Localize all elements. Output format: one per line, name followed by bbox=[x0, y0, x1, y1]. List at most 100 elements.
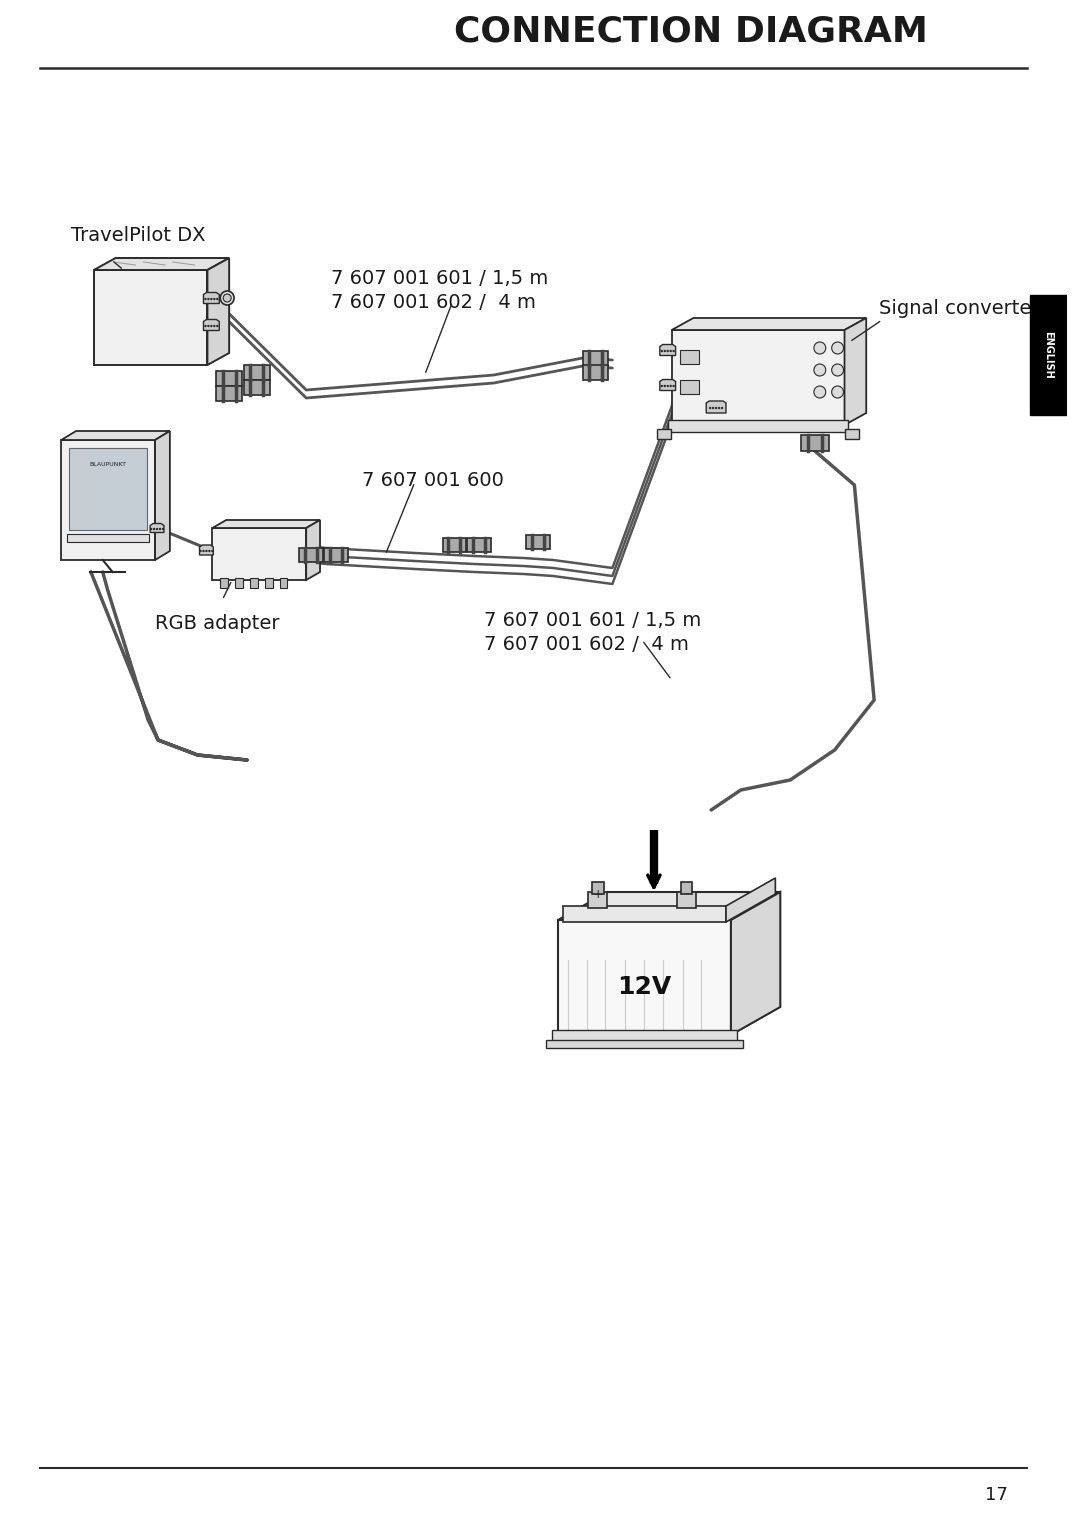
Circle shape bbox=[666, 349, 669, 352]
Polygon shape bbox=[213, 520, 320, 528]
Circle shape bbox=[212, 551, 214, 552]
Bar bbox=[235, 578, 243, 589]
Bar bbox=[672, 329, 845, 425]
Circle shape bbox=[663, 384, 666, 387]
Text: -: - bbox=[685, 888, 689, 900]
Text: 7 607 001 601 / 1,5 m: 7 607 001 601 / 1,5 m bbox=[484, 610, 701, 630]
Circle shape bbox=[666, 384, 669, 387]
Bar bbox=[552, 1029, 737, 1042]
Polygon shape bbox=[244, 364, 270, 380]
Circle shape bbox=[814, 386, 826, 398]
Bar bbox=[213, 528, 307, 580]
Text: RGB adapter: RGB adapter bbox=[156, 615, 280, 633]
Circle shape bbox=[162, 528, 164, 531]
Bar bbox=[1030, 294, 1067, 415]
Polygon shape bbox=[526, 535, 550, 549]
Text: BLAUPUNKT: BLAUPUNKT bbox=[90, 462, 126, 468]
Text: 7 607 001 601 / 1,5 m: 7 607 001 601 / 1,5 m bbox=[330, 268, 549, 288]
Polygon shape bbox=[203, 320, 219, 331]
Circle shape bbox=[720, 407, 724, 409]
Circle shape bbox=[216, 297, 218, 300]
Bar bbox=[62, 441, 156, 560]
Polygon shape bbox=[94, 258, 229, 270]
Text: TravelPilot DX: TravelPilot DX bbox=[71, 226, 205, 246]
Polygon shape bbox=[801, 435, 828, 451]
Bar bbox=[69, 448, 147, 531]
Bar bbox=[676, 892, 697, 907]
Bar bbox=[67, 534, 149, 541]
Circle shape bbox=[159, 528, 161, 531]
Polygon shape bbox=[150, 523, 164, 532]
Circle shape bbox=[200, 551, 202, 552]
Polygon shape bbox=[156, 432, 170, 560]
Bar bbox=[679, 380, 700, 393]
Text: 7 607 001 600: 7 607 001 600 bbox=[363, 471, 504, 490]
Circle shape bbox=[670, 349, 672, 352]
Circle shape bbox=[712, 407, 714, 409]
Bar bbox=[558, 920, 731, 1035]
Circle shape bbox=[814, 342, 826, 354]
Circle shape bbox=[211, 297, 213, 300]
Circle shape bbox=[670, 384, 672, 387]
Polygon shape bbox=[726, 878, 775, 923]
Text: CONNECTION DIAGRAM: CONNECTION DIAGRAM bbox=[455, 15, 929, 49]
Polygon shape bbox=[324, 547, 348, 563]
Circle shape bbox=[208, 551, 211, 552]
Circle shape bbox=[832, 364, 843, 377]
Polygon shape bbox=[299, 547, 323, 563]
Bar bbox=[280, 578, 287, 589]
Circle shape bbox=[156, 528, 159, 531]
Bar bbox=[546, 1040, 743, 1048]
Circle shape bbox=[673, 349, 675, 352]
Bar bbox=[657, 429, 671, 439]
Circle shape bbox=[213, 297, 216, 300]
Bar bbox=[94, 270, 207, 364]
Circle shape bbox=[216, 325, 218, 328]
Text: 7 607 001 602 /  4 m: 7 607 001 602 / 4 m bbox=[330, 293, 536, 311]
Bar bbox=[592, 881, 604, 894]
Polygon shape bbox=[207, 258, 229, 364]
Polygon shape bbox=[845, 319, 866, 425]
Circle shape bbox=[663, 349, 666, 352]
Circle shape bbox=[211, 325, 213, 328]
Circle shape bbox=[150, 528, 152, 531]
Circle shape bbox=[832, 342, 843, 354]
Circle shape bbox=[204, 297, 206, 300]
Polygon shape bbox=[62, 432, 170, 441]
Bar bbox=[563, 906, 726, 923]
Polygon shape bbox=[244, 380, 270, 395]
Polygon shape bbox=[731, 892, 781, 1035]
Polygon shape bbox=[216, 371, 242, 386]
Polygon shape bbox=[672, 319, 866, 329]
Polygon shape bbox=[583, 351, 608, 366]
Circle shape bbox=[202, 551, 204, 552]
Polygon shape bbox=[443, 538, 467, 552]
Bar bbox=[846, 429, 860, 439]
Bar bbox=[588, 892, 607, 907]
Circle shape bbox=[718, 407, 720, 409]
Bar bbox=[220, 578, 228, 589]
Polygon shape bbox=[307, 520, 320, 580]
Circle shape bbox=[832, 386, 843, 398]
Circle shape bbox=[814, 364, 826, 377]
Polygon shape bbox=[216, 386, 242, 401]
Circle shape bbox=[204, 325, 206, 328]
Text: +: + bbox=[592, 888, 603, 900]
Polygon shape bbox=[706, 401, 726, 413]
Bar bbox=[265, 578, 272, 589]
Polygon shape bbox=[660, 345, 676, 355]
Polygon shape bbox=[558, 892, 781, 920]
Text: 17: 17 bbox=[985, 1485, 1008, 1504]
Circle shape bbox=[207, 325, 210, 328]
Circle shape bbox=[224, 294, 231, 302]
Circle shape bbox=[213, 325, 216, 328]
Polygon shape bbox=[468, 538, 491, 552]
Circle shape bbox=[207, 297, 210, 300]
Circle shape bbox=[708, 407, 712, 409]
Text: 7 607 001 602 /  4 m: 7 607 001 602 / 4 m bbox=[484, 634, 689, 654]
Circle shape bbox=[153, 528, 156, 531]
Circle shape bbox=[661, 349, 663, 352]
Bar bbox=[249, 578, 258, 589]
Polygon shape bbox=[583, 364, 608, 380]
Circle shape bbox=[715, 407, 717, 409]
